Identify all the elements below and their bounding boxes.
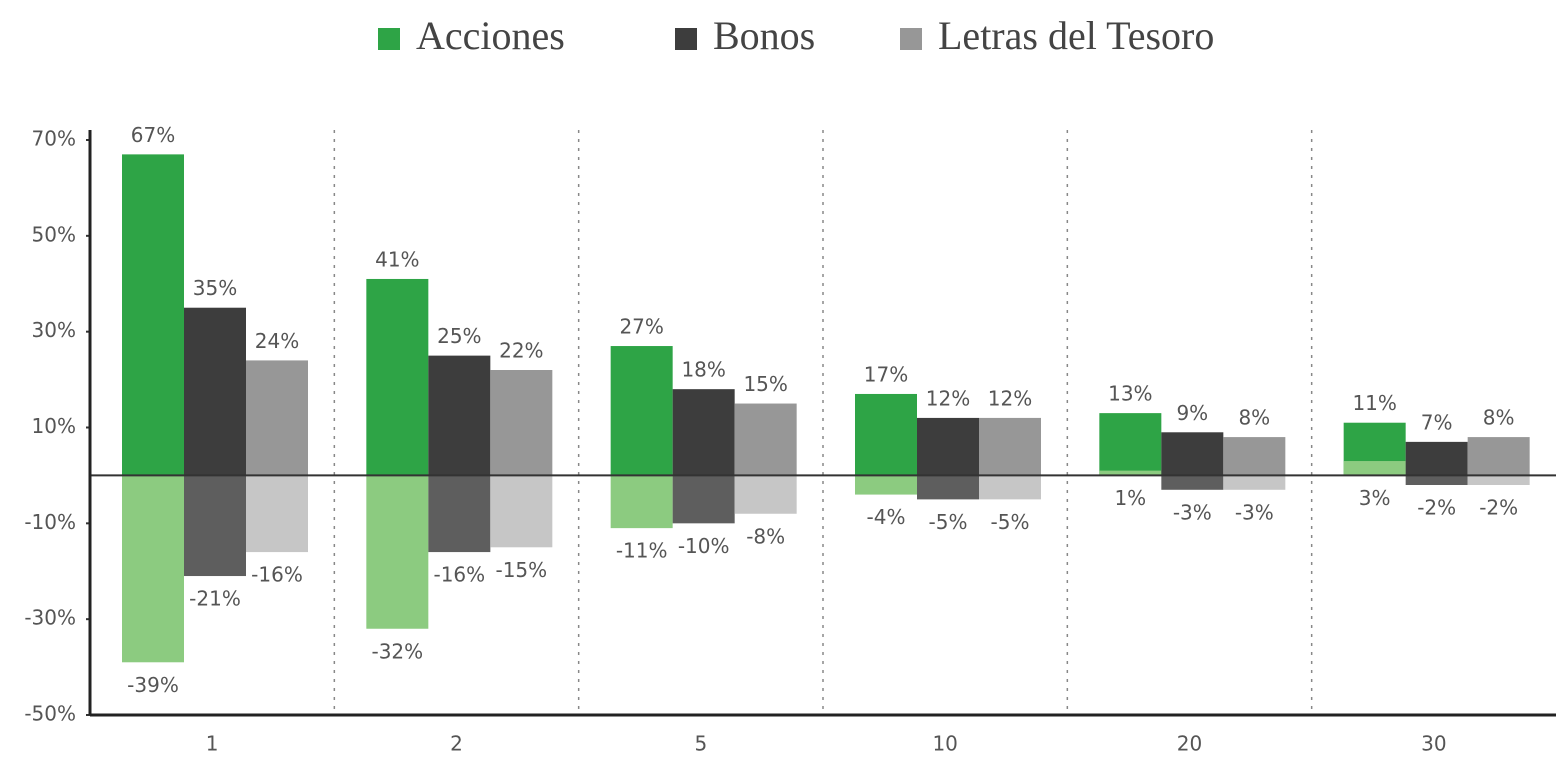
bar-low <box>122 475 184 663</box>
value-label: -15% <box>495 558 547 582</box>
value-label: 1% <box>1114 486 1146 510</box>
bar-low <box>1343 461 1406 476</box>
x-tick-label: 20 <box>1177 732 1202 756</box>
x-tick-label: 5 <box>694 732 707 756</box>
bar-high <box>734 403 797 476</box>
bar-low <box>490 475 553 548</box>
y-tick-label: 50% <box>32 222 76 246</box>
legend-swatch <box>378 28 400 50</box>
legend-label: Letras del Tesoro <box>938 13 1214 58</box>
x-tick-label: 10 <box>932 732 957 756</box>
legend-swatch <box>675 28 697 50</box>
bar-low <box>428 475 491 553</box>
value-label: -16% <box>433 563 485 587</box>
y-tick-label: 10% <box>32 414 76 438</box>
value-label: -5% <box>991 510 1030 534</box>
value-label: 9% <box>1176 401 1208 425</box>
value-label: 22% <box>499 339 543 363</box>
bar-low <box>979 475 1041 500</box>
y-tick-label: -30% <box>24 606 76 630</box>
bar-high <box>490 370 553 476</box>
bar-high <box>672 389 735 476</box>
value-label: 11% <box>1352 391 1396 415</box>
value-label: -21% <box>189 587 241 611</box>
value-label: 25% <box>437 324 481 348</box>
value-label: 12% <box>926 386 970 410</box>
bar-low <box>184 475 246 577</box>
bar-high <box>366 278 429 476</box>
bar-low <box>610 475 673 529</box>
value-label: 24% <box>255 329 299 353</box>
value-label: 41% <box>375 247 419 271</box>
bar-high <box>1099 413 1162 476</box>
y-tick-label: 70% <box>32 127 76 151</box>
value-label: 17% <box>864 362 908 386</box>
y-tick-label: -10% <box>24 510 76 534</box>
bar-high <box>1223 437 1286 476</box>
bar-low <box>246 475 308 553</box>
legend-swatch <box>900 28 922 50</box>
value-label: 67% <box>131 123 175 147</box>
value-label: -5% <box>929 510 968 534</box>
bar-low <box>1161 475 1224 490</box>
value-label: 7% <box>1421 410 1453 434</box>
bar-high <box>122 154 184 476</box>
value-label: -39% <box>127 673 179 697</box>
bar-low <box>1223 475 1286 490</box>
bar-low <box>1467 475 1530 485</box>
value-label: -16% <box>251 563 303 587</box>
bar-low <box>917 475 979 500</box>
bar-high <box>855 393 917 476</box>
bar-low <box>672 475 735 524</box>
bar-high <box>246 360 308 476</box>
value-label: -3% <box>1235 500 1274 524</box>
bar-high <box>1161 432 1224 476</box>
value-label: 18% <box>681 358 725 382</box>
bar-low <box>1099 470 1162 476</box>
y-tick-label: 30% <box>32 318 76 342</box>
value-label: 13% <box>1108 382 1152 406</box>
bar-low <box>734 475 797 514</box>
bar-high <box>1405 441 1468 476</box>
value-label: -11% <box>616 539 668 563</box>
value-label: 35% <box>193 276 237 300</box>
value-label: 8% <box>1238 406 1270 430</box>
value-label: -4% <box>867 505 906 529</box>
bar-high <box>610 346 673 476</box>
legend-label: Bonos <box>713 13 815 58</box>
value-label: 3% <box>1359 486 1391 510</box>
value-label: -32% <box>371 639 423 663</box>
value-label: 8% <box>1483 406 1515 430</box>
x-tick-label: 2 <box>450 732 463 756</box>
bar-high <box>979 417 1041 476</box>
value-label: 27% <box>619 315 663 339</box>
y-tick-label: -50% <box>24 702 76 726</box>
x-tick-label: 1 <box>206 732 219 756</box>
value-label: 12% <box>988 386 1032 410</box>
value-label: -8% <box>746 524 785 548</box>
bar-low <box>1405 475 1468 485</box>
bar-low <box>366 475 429 629</box>
value-label: -10% <box>678 534 730 558</box>
value-label: 15% <box>743 372 787 396</box>
bar-high <box>1467 437 1530 476</box>
value-label: -2% <box>1479 496 1518 520</box>
x-tick-label: 30 <box>1421 732 1446 756</box>
legend-label: Acciones <box>416 13 565 58</box>
bar-high <box>184 307 246 476</box>
bar-high <box>917 417 979 476</box>
value-label: -2% <box>1417 496 1456 520</box>
bar-low <box>855 475 917 495</box>
value-label: -3% <box>1173 500 1212 524</box>
bar-high <box>428 355 491 476</box>
